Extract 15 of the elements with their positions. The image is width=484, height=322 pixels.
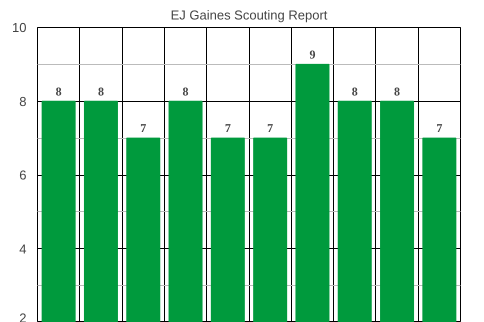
data-label: 8: [394, 84, 400, 98]
y-tick-label: 4: [19, 241, 27, 256]
data-label: 7: [436, 121, 442, 136]
y-tick-label: 10: [12, 20, 27, 35]
y-tick-label: 8: [19, 94, 27, 109]
data-label: 7: [267, 121, 274, 136]
data-label: 9: [309, 47, 316, 62]
data-label: 8: [182, 84, 189, 98]
data-label: 8: [56, 84, 62, 98]
data-label: 8: [352, 84, 358, 98]
data-label: 8: [98, 84, 104, 98]
chart-title: EJ Gaines Scouting Report: [170, 8, 328, 22]
y-tick-label: 6: [19, 168, 27, 182]
data-label: 7: [224, 121, 231, 136]
data-label: 7: [140, 121, 146, 136]
